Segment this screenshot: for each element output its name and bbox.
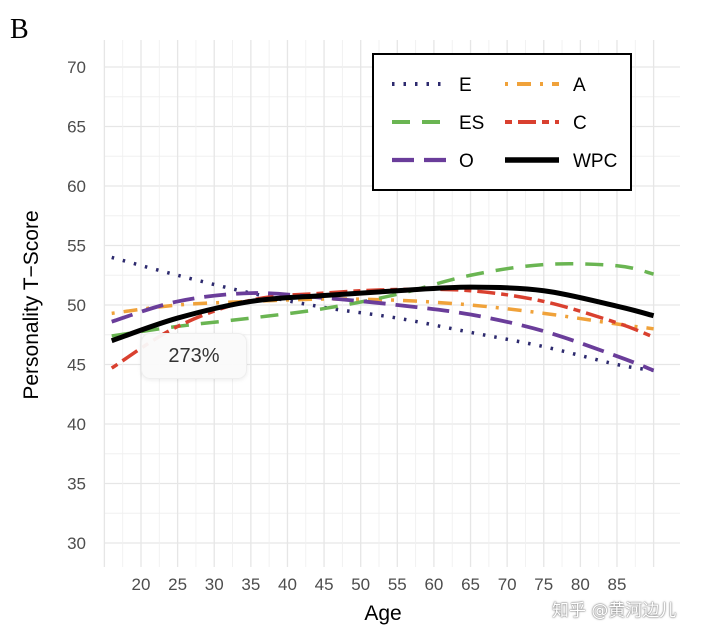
y-axis-label: Personality T−Score (20, 210, 43, 399)
legend-label-o: O (459, 151, 474, 172)
x-axis-label: Age (364, 602, 401, 625)
y-tick-label: 50 (67, 296, 86, 315)
y-tick-label: 65 (67, 118, 86, 137)
x-tick-label: 25 (168, 575, 187, 594)
watermark: 知乎 @黄河边儿 (552, 601, 677, 621)
x-tick-label: 35 (241, 575, 260, 594)
x-tick-label: 70 (498, 575, 517, 594)
y-tick-label: 30 (67, 534, 86, 553)
legend: E A ES C O WPC (372, 53, 632, 191)
series-line-wpc (110, 284, 655, 344)
legend-label-c: C (573, 113, 587, 134)
y-tick-label: 35 (67, 475, 86, 494)
zoom-tooltip: 273% (141, 333, 247, 379)
x-tick-label: 50 (351, 575, 370, 594)
y-tick-label: 45 (67, 356, 86, 375)
x-tick-label: 55 (388, 575, 407, 594)
x-tick-label: 45 (315, 575, 334, 594)
legend-box (372, 53, 632, 191)
x-tick-label: 65 (461, 575, 480, 594)
x-tick-label: 80 (571, 575, 590, 594)
x-tick-label: 30 (205, 575, 224, 594)
x-tick-label: 60 (424, 575, 443, 594)
legend-label-wpc: WPC (573, 151, 617, 172)
y-tick-label: 55 (67, 237, 86, 256)
x-tick-label: 20 (132, 575, 151, 594)
legend-label-e: E (459, 75, 472, 96)
y-tick-label: 70 (67, 58, 86, 77)
x-tick-label: 85 (608, 575, 627, 594)
y-tick-label: 60 (67, 177, 86, 196)
panel-label: B (10, 14, 29, 45)
legend-label-es: ES (459, 113, 484, 134)
series-line-es (111, 262, 655, 338)
x-tick-label: 75 (534, 575, 553, 594)
series-line-a (111, 297, 654, 331)
x-tick-label: 40 (278, 575, 297, 594)
y-tick-label: 40 (67, 415, 86, 434)
legend-label-a: A (573, 75, 586, 96)
series-line-o (111, 291, 655, 373)
